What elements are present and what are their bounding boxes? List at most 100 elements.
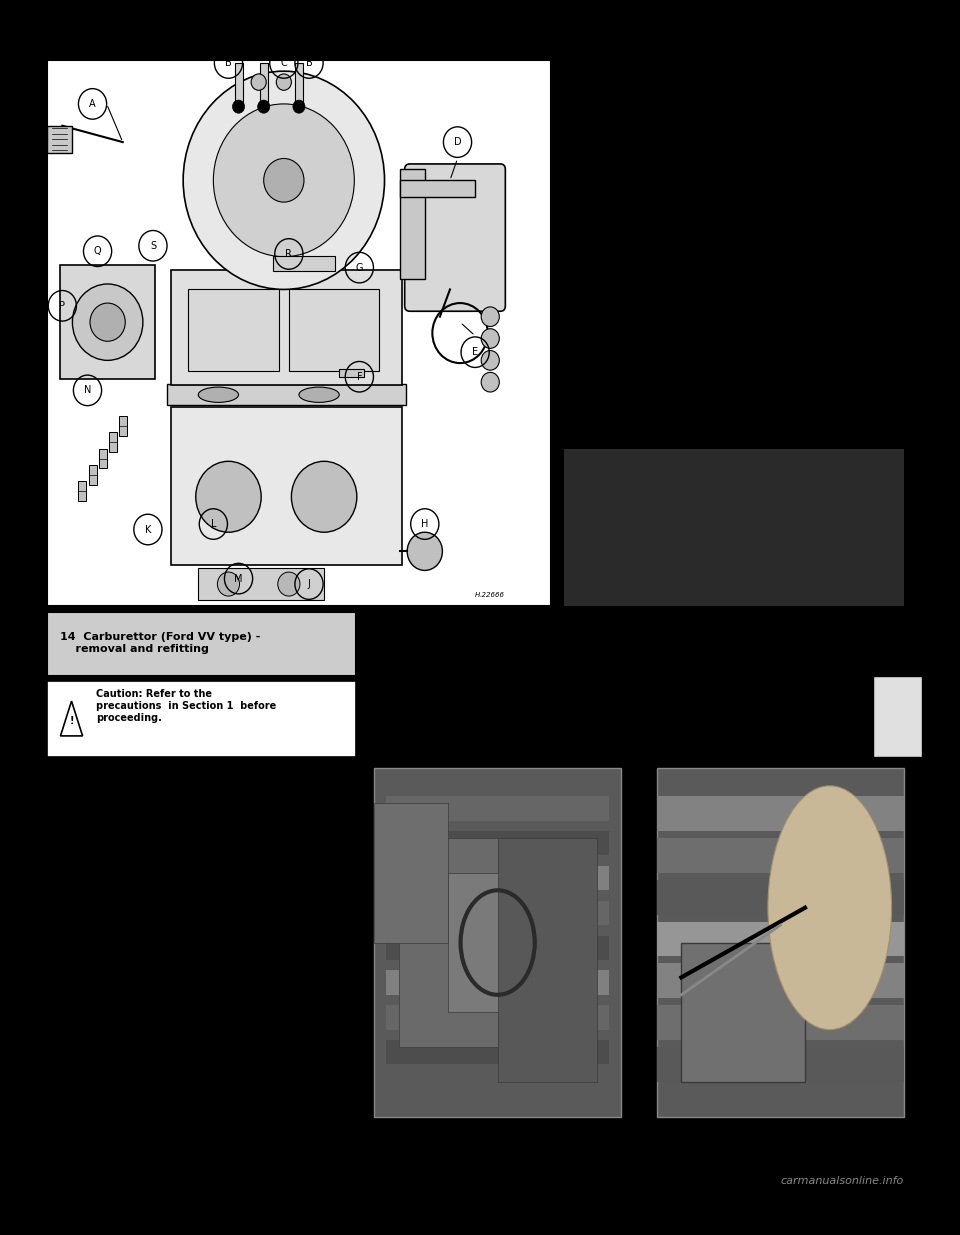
FancyBboxPatch shape	[47, 682, 356, 757]
Circle shape	[292, 462, 357, 532]
Bar	[657, 839, 904, 873]
Text: B: B	[225, 58, 231, 68]
Text: P: P	[60, 301, 65, 311]
Circle shape	[481, 329, 499, 348]
FancyBboxPatch shape	[873, 676, 922, 757]
Bar	[386, 866, 609, 890]
Text: C: C	[280, 58, 287, 68]
Circle shape	[257, 100, 270, 114]
Circle shape	[481, 351, 499, 370]
FancyBboxPatch shape	[60, 264, 156, 379]
Text: D: D	[454, 137, 462, 147]
Bar	[386, 936, 609, 960]
Text: F: F	[356, 372, 362, 382]
Bar	[47, 126, 72, 153]
FancyBboxPatch shape	[167, 384, 406, 405]
Text: H.22666: H.22666	[475, 592, 505, 598]
Text: B  Emulsion tubes: B Emulsion tubes	[573, 133, 666, 143]
Circle shape	[90, 303, 125, 341]
Circle shape	[481, 373, 499, 391]
Text: R: R	[285, 249, 292, 259]
Bar	[188, 289, 278, 372]
Circle shape	[196, 462, 261, 532]
Circle shape	[264, 158, 304, 203]
Text: 4 A: 4 A	[883, 709, 911, 724]
Text: C  Air correction jets: C Air correction jets	[573, 165, 679, 175]
FancyBboxPatch shape	[47, 611, 356, 676]
Bar	[259, 63, 268, 104]
Text: carmanualsonline.info: carmanualsonline.info	[780, 1177, 904, 1187]
Text: F  Needle valve: F Needle valve	[573, 263, 653, 273]
FancyBboxPatch shape	[564, 450, 904, 606]
Bar	[657, 797, 904, 831]
FancyBboxPatch shape	[47, 61, 551, 606]
Bar	[399, 169, 424, 279]
FancyBboxPatch shape	[657, 768, 904, 1116]
Bar	[234, 63, 243, 104]
Text: H  Fast idle adjustment screw: H Fast idle adjustment screw	[573, 329, 727, 338]
Bar	[657, 963, 904, 998]
Text: K: K	[145, 525, 151, 535]
Text: N: N	[84, 385, 91, 395]
Bar	[399, 180, 475, 196]
Bar	[339, 368, 365, 377]
Circle shape	[407, 532, 443, 571]
Bar	[386, 831, 609, 856]
Text: S: S	[150, 241, 156, 251]
Text: J  Idle speed adjustment screw: J Idle speed adjustment screw	[573, 361, 732, 370]
Ellipse shape	[199, 387, 238, 403]
Text: A  Anti-dieselling valve: A Anti-dieselling valve	[573, 101, 691, 111]
Bar	[119, 416, 127, 436]
Circle shape	[276, 74, 292, 90]
Text: E  Choke linkage: E Choke linkage	[573, 231, 660, 241]
Text: Caution: Refer to the
precautions  in Section 1  before
proceeding.: Caution: Refer to the precautions in Sec…	[96, 689, 276, 722]
Bar	[386, 1005, 609, 1030]
FancyBboxPatch shape	[171, 406, 402, 564]
Circle shape	[232, 100, 245, 114]
Text: M  Power valve assembly: M Power valve assembly	[573, 458, 704, 468]
Circle shape	[183, 72, 385, 289]
Text: G: G	[355, 263, 363, 273]
Text: M: M	[234, 573, 243, 584]
Text: !: !	[69, 716, 74, 726]
Text: P  Low vacuum enrichment device: P Low vacuum enrichment device	[573, 524, 752, 534]
Text: 14.6 Disconnecting the fuel hose - Ford VV
carburettor: 14.6 Disconnecting the fuel hose - Ford …	[389, 1130, 607, 1150]
Text: D  Choke pull-down diaphragm assembly: D Choke pull-down diaphragm assembly	[573, 199, 786, 209]
Text: N  Accelerator pump assembly: N Accelerator pump assembly	[573, 492, 732, 501]
Circle shape	[72, 284, 143, 361]
Bar	[374, 803, 448, 942]
Bar	[99, 448, 107, 468]
Circle shape	[213, 104, 354, 257]
Text: J: J	[307, 579, 310, 589]
Text: 13.4f Exploded view of Weber 2V TLD carburettor: 13.4f Exploded view of Weber 2V TLD carb…	[568, 78, 898, 90]
Circle shape	[217, 572, 240, 597]
Bar	[295, 63, 303, 104]
Bar	[386, 971, 609, 995]
Bar	[79, 482, 86, 501]
Text: S  Main jets: S Main jets	[573, 621, 633, 631]
Bar	[448, 873, 572, 1013]
Text: L: L	[210, 519, 216, 529]
Ellipse shape	[768, 785, 892, 1030]
Bar	[386, 1040, 609, 1065]
Bar	[289, 289, 379, 372]
FancyBboxPatch shape	[405, 164, 505, 311]
Text: B: B	[305, 58, 312, 68]
Text: L  Throttle valves: L Throttle valves	[573, 426, 662, 436]
Circle shape	[252, 74, 266, 90]
Ellipse shape	[299, 387, 339, 403]
FancyBboxPatch shape	[374, 768, 621, 1116]
Circle shape	[277, 572, 300, 597]
Bar	[199, 568, 324, 600]
FancyBboxPatch shape	[274, 256, 335, 270]
Bar	[398, 839, 497, 1047]
Bar	[497, 839, 596, 1082]
Bar	[657, 1005, 904, 1040]
Text: Q  Throttle kicker: Q Throttle kicker	[573, 556, 663, 566]
Text: H: H	[421, 519, 428, 529]
FancyBboxPatch shape	[171, 270, 402, 385]
Bar	[88, 466, 97, 485]
Bar	[657, 1047, 904, 1082]
Bar	[682, 942, 805, 1082]
Circle shape	[481, 306, 499, 326]
